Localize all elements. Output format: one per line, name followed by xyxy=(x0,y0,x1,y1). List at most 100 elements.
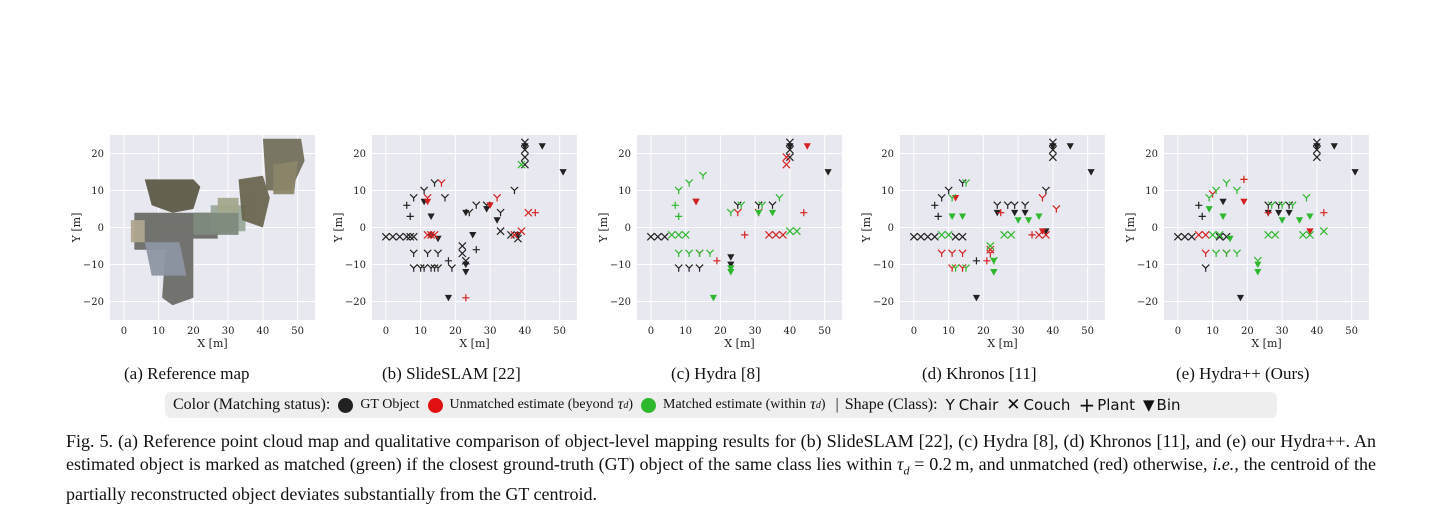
gt-couch-marker xyxy=(520,145,529,154)
matched-bin-marker xyxy=(1014,217,1022,224)
matched-chair-marker xyxy=(1288,201,1297,209)
gt-bin-marker xyxy=(462,209,470,217)
gt-couch-marker xyxy=(958,232,967,241)
gt-couch-marker xyxy=(951,232,960,241)
matched-chair-marker xyxy=(961,264,971,272)
matched-bin-marker xyxy=(768,209,777,217)
unmatched-plant-marker xyxy=(997,209,1005,217)
gt-chair-marker xyxy=(1021,201,1030,209)
x-tick-label: 0 xyxy=(121,326,127,337)
matched-couch-marker xyxy=(1271,230,1280,239)
gt-bin-marker xyxy=(1011,209,1019,217)
panel-e: 0 10 20 30 40 50 20 10 0 −10 −20 X [m] Y [m] xyxy=(1124,135,1369,350)
unmatched-bin-marker xyxy=(1240,198,1248,206)
unmatched-couch-marker xyxy=(771,230,781,239)
x-tick-label: 30 xyxy=(484,326,497,337)
x-axis-label: X [m] xyxy=(724,337,754,350)
gt-couch-marker xyxy=(458,241,467,251)
gt-chair-marker xyxy=(440,193,449,202)
gt-bin-marker xyxy=(1330,143,1338,150)
matched-chair-marker xyxy=(1212,249,1221,257)
matched-bin-marker xyxy=(990,257,998,265)
panel-c: 0 10 20 30 40 50 20 10 0 −10 −20 X [m] Y [m] xyxy=(597,135,842,350)
y-tick-label: 20 xyxy=(1145,149,1158,160)
gt-bin-marker xyxy=(1087,169,1095,176)
gt-couch-marker xyxy=(646,232,655,241)
caption-part-3: the centroid of the partially reconstruc… xyxy=(66,454,1376,504)
x-axis-label: X [m] xyxy=(1251,337,1281,350)
x-tick-label: 0 xyxy=(911,326,917,337)
matched-couch-marker xyxy=(1000,230,1009,239)
gt-bin-marker xyxy=(727,261,735,269)
gt-chair-marker xyxy=(409,264,418,272)
matched-chair-marker xyxy=(737,201,746,209)
y-tick-label: −10 xyxy=(345,260,366,271)
y-tick-label: −20 xyxy=(345,297,366,308)
gt-bin-marker xyxy=(462,269,470,276)
matched-chair-marker xyxy=(1222,249,1231,257)
gt-couch-marker xyxy=(653,232,662,241)
gt-chair-marker xyxy=(768,201,777,209)
gt-couch-marker xyxy=(930,232,939,241)
gt-couch-marker xyxy=(1215,232,1224,241)
caption-tau-sub: d xyxy=(903,463,910,478)
gt-bin-marker xyxy=(427,213,435,220)
x-tick-label: 40 xyxy=(257,326,270,337)
y-axis-label: Y [m] xyxy=(597,213,610,244)
y-tick-label: 0 xyxy=(360,223,366,234)
legend-plant: + Plant xyxy=(1078,393,1135,417)
caption-part-1: Fig. 5. (a) Reference point cloud map an… xyxy=(66,431,1376,474)
caption-tau: τ xyxy=(897,454,904,474)
couch-icon: ✕ xyxy=(1006,395,1021,415)
legend-chair: Υ Chair xyxy=(945,396,999,414)
matched-chair-marker xyxy=(948,193,957,202)
y-tick-label: 20 xyxy=(618,149,631,160)
gt-couch-marker xyxy=(381,232,390,241)
unmatched-plant-marker xyxy=(800,209,808,217)
gt-bin-marker xyxy=(972,294,981,302)
matched-chair-marker xyxy=(951,264,960,272)
panel-d: 0 10 20 30 40 50 20 10 0 −10 −20 X [m] Y [m] xyxy=(860,135,1105,350)
matched-bin-marker xyxy=(948,213,956,220)
unmatched-couch-marker xyxy=(510,230,519,239)
matched-bin-marker xyxy=(1219,213,1227,220)
matched-couch-marker xyxy=(667,230,676,239)
unmatched-bin-marker xyxy=(1038,228,1047,235)
legend-shape-title: Shape (Class): xyxy=(844,396,938,413)
gt-bin-marker xyxy=(1066,143,1074,150)
gt-plant-marker xyxy=(1195,201,1203,209)
matched-couch-marker xyxy=(944,230,953,239)
gt-couch-marker xyxy=(1312,145,1321,154)
unmatched-plant-marker xyxy=(983,257,991,265)
matched-bin-marker xyxy=(1024,217,1033,224)
matched-dot-icon xyxy=(641,397,657,413)
gt-chair-marker xyxy=(427,264,436,272)
gt-couch-marker xyxy=(409,232,418,241)
gt-bin-marker xyxy=(559,169,567,176)
y-tick-label: −20 xyxy=(873,297,894,308)
x-tick-label: 20 xyxy=(449,326,462,337)
markers-b xyxy=(381,138,567,302)
unmatched-couch-marker xyxy=(423,230,432,239)
unmatched-chair-marker xyxy=(493,193,502,202)
matched-couch-marker xyxy=(1264,230,1273,239)
x-tick-label: 40 xyxy=(1047,326,1060,337)
matched-chair-marker xyxy=(674,249,683,257)
legend-color-title: Color (Matching status): xyxy=(173,396,331,413)
gt-bin-marker xyxy=(444,294,453,302)
gt-bin-marker xyxy=(1049,143,1057,150)
unmatched-bin-marker xyxy=(423,198,432,206)
gt-chair-marker xyxy=(993,201,1002,209)
unmatched-couch-marker xyxy=(765,230,774,239)
gt-chair-marker xyxy=(1041,186,1050,195)
gt-couch-marker xyxy=(1173,232,1182,241)
figure-caption: Fig. 5. (a) Reference point cloud map an… xyxy=(66,430,1376,506)
unmatched-chair-marker xyxy=(948,249,957,257)
gt-bin-marker xyxy=(1236,294,1245,302)
unmatched-chair-marker xyxy=(1052,204,1061,213)
x-tick-label: 0 xyxy=(383,326,389,337)
gt-chair-marker xyxy=(1201,264,1210,272)
x-tick-label: 30 xyxy=(749,326,762,337)
markers-e xyxy=(1173,138,1359,302)
